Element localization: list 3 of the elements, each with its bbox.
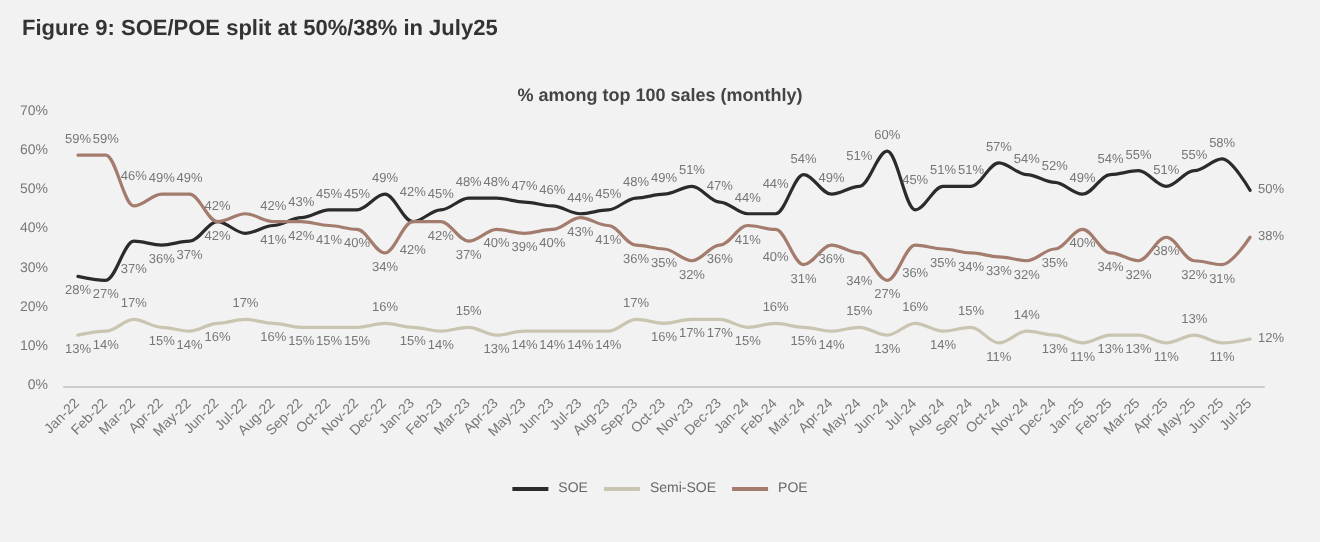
line-series	[76, 317, 1252, 345]
chart-title: Figure 9: SOE/POE split at 50%/38% in July25	[22, 17, 498, 41]
chart-subtitle: % among top 100 sales (monthly)	[517, 85, 803, 105]
